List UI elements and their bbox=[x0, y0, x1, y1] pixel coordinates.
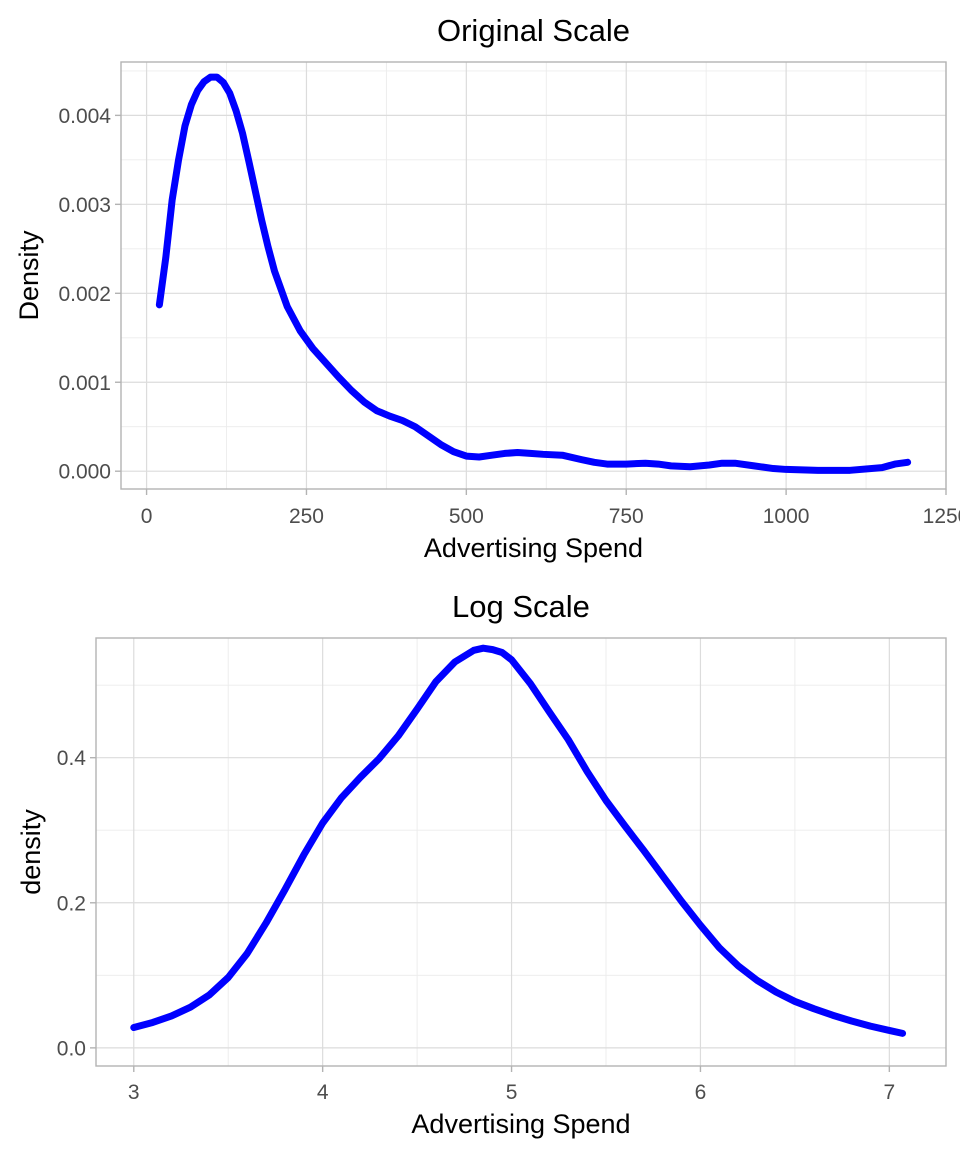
x-axis-title: Advertising Spend bbox=[424, 533, 643, 563]
y-tick-label: 0.004 bbox=[58, 105, 111, 128]
x-tick-label: 3 bbox=[128, 1081, 140, 1104]
x-tick-label: 250 bbox=[289, 505, 324, 528]
x-axis-title: Advertising Spend bbox=[411, 1109, 630, 1139]
x-tick-label: 1000 bbox=[763, 505, 810, 528]
x-tick-label: 750 bbox=[609, 505, 644, 528]
plot-panel-border bbox=[95, 637, 947, 1067]
x-tick-label: 0 bbox=[141, 505, 153, 528]
plot-panel-border bbox=[120, 61, 947, 490]
x-tick-label: 500 bbox=[449, 505, 484, 528]
y-tick-label: 0.003 bbox=[58, 194, 111, 217]
y-tick-label: 0.002 bbox=[58, 283, 111, 306]
y-tick-label: 0.001 bbox=[58, 372, 111, 395]
density-curve bbox=[130, 644, 907, 1037]
y-axis-title: density bbox=[16, 809, 46, 895]
y-axis-title: Density bbox=[14, 230, 44, 321]
y-tick-label: 0.0 bbox=[57, 1037, 86, 1060]
x-tick-label: 6 bbox=[695, 1081, 707, 1104]
x-tick-label: 7 bbox=[883, 1081, 895, 1104]
x-tick-label: 4 bbox=[317, 1081, 329, 1104]
chart-title: Original Scale bbox=[437, 13, 630, 48]
log-scale-panel: 3 4 5 6 7 0.0 0.2 0.4 Log Scale Advertising Spend… bbox=[16, 589, 947, 1139]
x-tick-label: 5 bbox=[506, 1081, 518, 1104]
y-tick-label: 0.2 bbox=[57, 892, 86, 915]
y-tick-label: 0.4 bbox=[57, 747, 87, 770]
y-tick-label: 0.000 bbox=[58, 461, 111, 484]
chart-title: Log Scale bbox=[452, 589, 590, 624]
density-curve bbox=[155, 73, 912, 474]
